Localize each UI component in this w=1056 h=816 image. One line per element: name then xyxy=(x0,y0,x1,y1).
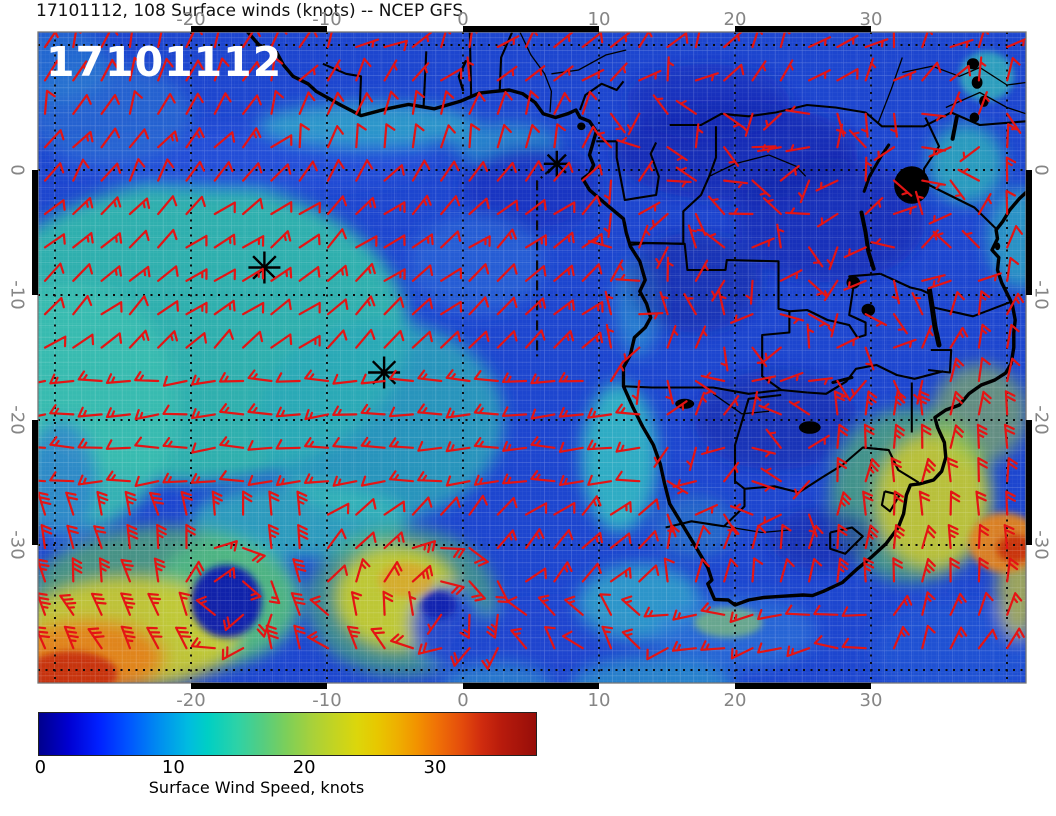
colorbar-tick-label: 20 xyxy=(292,757,316,778)
lake xyxy=(457,60,467,92)
lon-tick-label: 10 xyxy=(587,690,611,711)
lake xyxy=(859,210,876,271)
lake xyxy=(861,303,876,317)
country-border xyxy=(623,385,808,395)
river xyxy=(877,57,903,125)
lake xyxy=(927,287,942,348)
lon-tick-label: 30 xyxy=(859,690,883,711)
lat-tick-label: -10 xyxy=(1030,280,1052,310)
lat-tick-label: -20 xyxy=(6,405,28,435)
plot-title: 17101112, 108 Surface winds (knots) -- N… xyxy=(36,1,464,21)
river xyxy=(708,154,807,177)
lake xyxy=(971,76,983,89)
lon-tick-label: -10 xyxy=(312,9,342,30)
country-border xyxy=(579,80,625,111)
country-border xyxy=(628,241,790,313)
river xyxy=(723,525,790,534)
lon-tick-label: 30 xyxy=(859,9,883,30)
lat-tick-label: -30 xyxy=(6,530,28,560)
wind-barbs xyxy=(38,32,1026,670)
colorbar-tick-label: 0 xyxy=(34,757,47,778)
lon-tick-label: 0 xyxy=(457,690,469,711)
run-timestamp-overlay: 17101112 xyxy=(46,38,283,86)
frame-edge-bars xyxy=(32,26,1032,689)
africa-coastline xyxy=(246,32,1026,607)
country-border xyxy=(927,348,953,374)
colorbar-tick-label: 10 xyxy=(161,757,185,778)
country-border xyxy=(880,272,933,296)
lon-tick-label: -20 xyxy=(176,690,206,711)
lake xyxy=(798,421,821,434)
lon-tick-label: -10 xyxy=(312,690,342,711)
lake xyxy=(831,376,854,384)
lake xyxy=(994,242,1001,251)
country-border xyxy=(829,526,864,555)
lon-tick-label: 20 xyxy=(723,690,747,711)
country-border xyxy=(665,445,746,529)
lake xyxy=(950,115,959,141)
lat-tick-label: -30 xyxy=(1030,530,1052,560)
lon-tick-label: 20 xyxy=(723,9,747,30)
river xyxy=(519,32,553,113)
asterisk-markers xyxy=(248,150,570,389)
lat-tick-label: -10 xyxy=(6,280,28,310)
lat-tick-label: 0 xyxy=(1030,164,1052,176)
lat-tick-label: -20 xyxy=(1030,405,1052,435)
country-border xyxy=(807,363,944,395)
lon-tick-label: -20 xyxy=(176,9,206,30)
lon-tick-label: 10 xyxy=(587,9,611,30)
lake xyxy=(966,58,980,70)
river xyxy=(945,91,1026,115)
lake xyxy=(969,112,980,123)
lake xyxy=(577,122,586,131)
lon-tick-label: 0 xyxy=(457,9,469,30)
country-border xyxy=(733,393,782,446)
colorbar-tick-label: 30 xyxy=(423,757,447,778)
country-border xyxy=(923,181,997,230)
colorbar-caption: Surface Wind Speed, knots xyxy=(148,778,365,797)
country-border xyxy=(933,300,1013,318)
lake xyxy=(862,143,891,193)
country-border xyxy=(596,140,660,202)
colorbar-gradient xyxy=(38,712,537,756)
geography-layer xyxy=(246,32,1026,607)
river xyxy=(712,393,770,415)
lat-tick-label: 0 xyxy=(6,164,28,176)
